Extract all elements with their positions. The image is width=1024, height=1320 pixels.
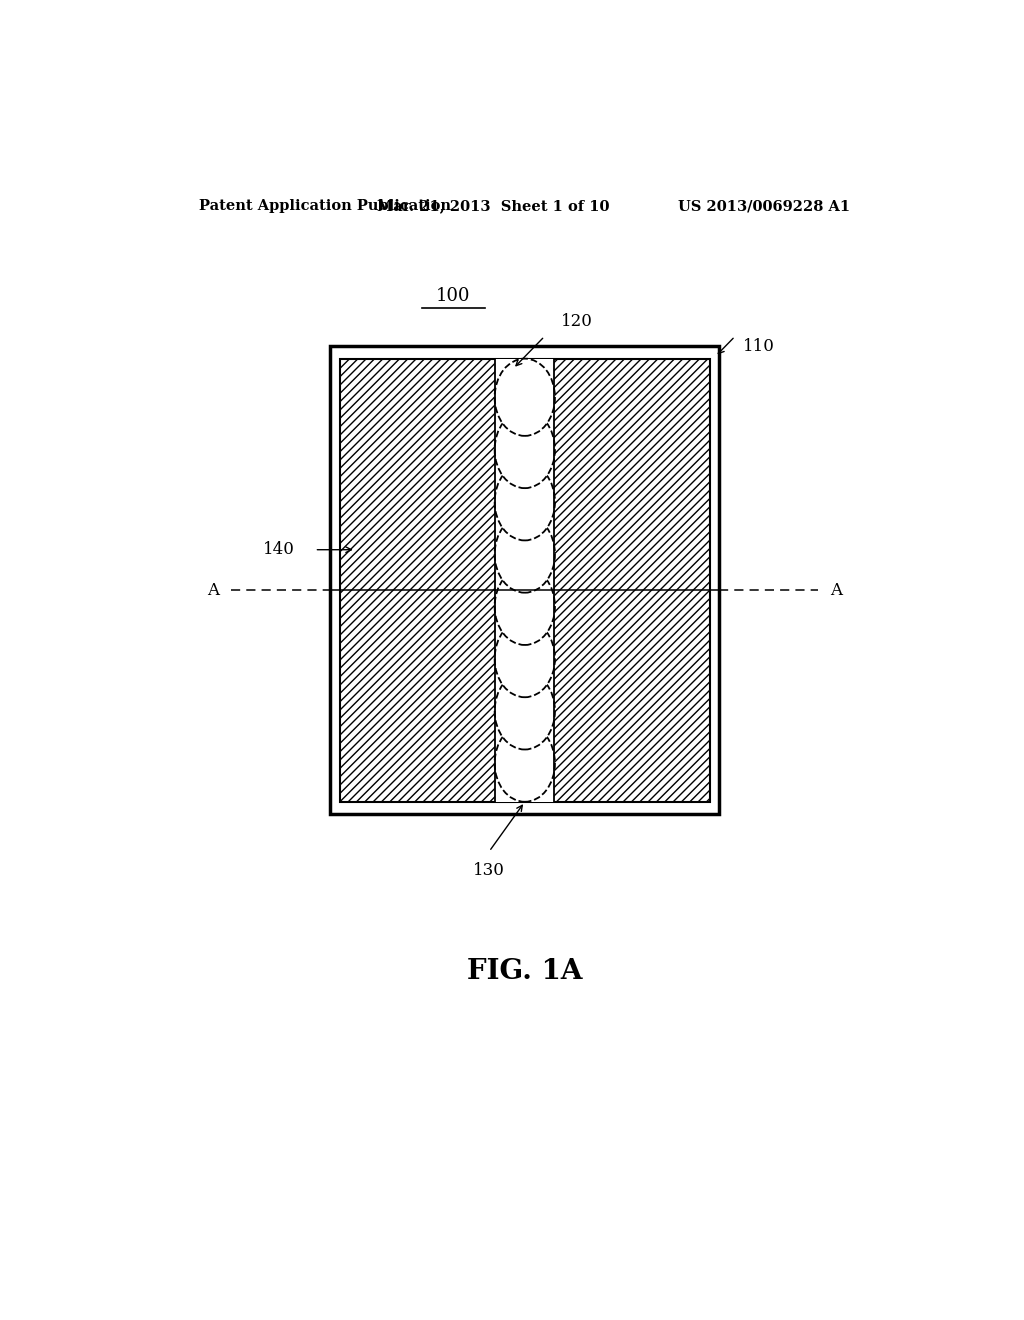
Text: Mar. 21, 2013  Sheet 1 of 10: Mar. 21, 2013 Sheet 1 of 10 <box>377 199 609 213</box>
Ellipse shape <box>495 411 555 488</box>
Text: 110: 110 <box>743 338 775 355</box>
Text: A: A <box>830 582 843 599</box>
Text: 120: 120 <box>560 313 593 330</box>
Text: Patent Application Publication: Patent Application Publication <box>200 199 452 213</box>
Bar <box>331 346 719 814</box>
Bar <box>340 359 710 801</box>
Ellipse shape <box>495 359 555 436</box>
Ellipse shape <box>495 568 555 645</box>
Ellipse shape <box>495 725 555 801</box>
Text: 130: 130 <box>473 862 505 879</box>
Text: US 2013/0069228 A1: US 2013/0069228 A1 <box>678 199 850 213</box>
Text: FIG. 1A: FIG. 1A <box>467 958 583 985</box>
Text: A: A <box>207 582 219 599</box>
Text: 140: 140 <box>263 541 295 558</box>
Ellipse shape <box>495 672 555 750</box>
Ellipse shape <box>495 463 555 540</box>
Ellipse shape <box>495 620 555 697</box>
Ellipse shape <box>495 515 555 593</box>
Text: 100: 100 <box>436 286 471 305</box>
Bar <box>496 359 554 801</box>
